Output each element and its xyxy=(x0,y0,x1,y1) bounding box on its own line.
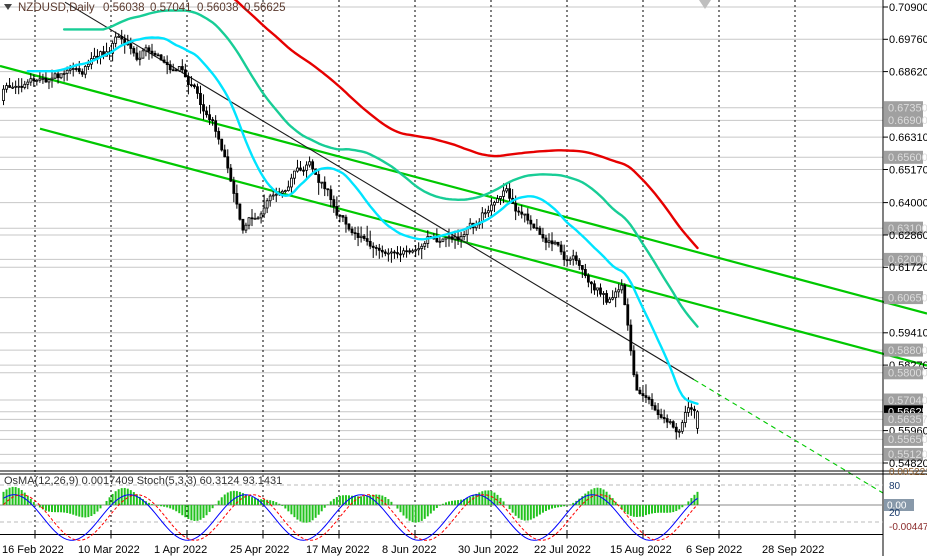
svg-text:0.70900: 0.70900 xyxy=(889,2,927,14)
svg-text:0.66310: 0.66310 xyxy=(889,132,927,144)
svg-text:28 Sep 2022: 28 Sep 2022 xyxy=(762,544,824,556)
svg-text:0.58000: 0.58000 xyxy=(888,368,927,380)
svg-text:20: 20 xyxy=(889,508,901,519)
svg-text:0.65170: 0.65170 xyxy=(889,164,927,176)
svg-text:0.0052212: 0.0052212 xyxy=(889,467,927,478)
svg-text:0.58800: 0.58800 xyxy=(888,345,927,357)
svg-text:0.69760: 0.69760 xyxy=(889,34,927,46)
svg-text:0.56357: 0.56357 xyxy=(888,414,927,426)
svg-text:1 Apr 2022: 1 Apr 2022 xyxy=(154,544,207,556)
svg-text:25 Apr 2022: 25 Apr 2022 xyxy=(230,544,289,556)
svg-text:16 Feb 2022: 16 Feb 2022 xyxy=(2,544,64,556)
svg-text:0.59410: 0.59410 xyxy=(889,328,927,340)
svg-text:0.62860: 0.62860 xyxy=(889,230,927,242)
svg-text:10 Mar 2022: 10 Mar 2022 xyxy=(78,544,140,556)
svg-text:0.56038: 0.56038 xyxy=(197,2,239,14)
svg-text:30 Jun 2022: 30 Jun 2022 xyxy=(458,544,519,556)
svg-text:0.57041: 0.57041 xyxy=(150,2,192,14)
svg-text:0.56625: 0.56625 xyxy=(244,2,286,14)
svg-text:0.65600: 0.65600 xyxy=(888,152,927,164)
svg-text:22 Jul 2022: 22 Jul 2022 xyxy=(534,544,591,556)
svg-text:OsMA(12,26,9) 0.0017409 Stoch: OsMA(12,26,9) 0.0017409 Stoch(5,3,3) 60.… xyxy=(4,475,282,487)
svg-text:0.67350: 0.67350 xyxy=(888,103,927,115)
svg-text:NZDUSD,Daily: NZDUSD,Daily xyxy=(18,2,95,14)
svg-text:-0.004476: -0.004476 xyxy=(889,522,927,533)
svg-text:0.64000: 0.64000 xyxy=(889,197,927,209)
svg-text:8 Jun 2022: 8 Jun 2022 xyxy=(382,544,436,556)
svg-text:0.57040: 0.57040 xyxy=(888,395,927,407)
svg-text:6 Sep 2022: 6 Sep 2022 xyxy=(686,544,742,556)
svg-text:0.56038: 0.56038 xyxy=(103,2,145,14)
svg-text:0.55650: 0.55650 xyxy=(888,434,927,446)
svg-text:15 Aug 2022: 15 Aug 2022 xyxy=(610,544,672,556)
svg-text:80: 80 xyxy=(889,481,901,492)
svg-text:0.66900: 0.66900 xyxy=(888,115,927,127)
svg-text:0.61720: 0.61720 xyxy=(889,262,927,274)
svg-text:17 May 2022: 17 May 2022 xyxy=(306,544,370,556)
svg-text:0.68620: 0.68620 xyxy=(889,66,927,78)
svg-text:0.60650: 0.60650 xyxy=(888,292,927,304)
